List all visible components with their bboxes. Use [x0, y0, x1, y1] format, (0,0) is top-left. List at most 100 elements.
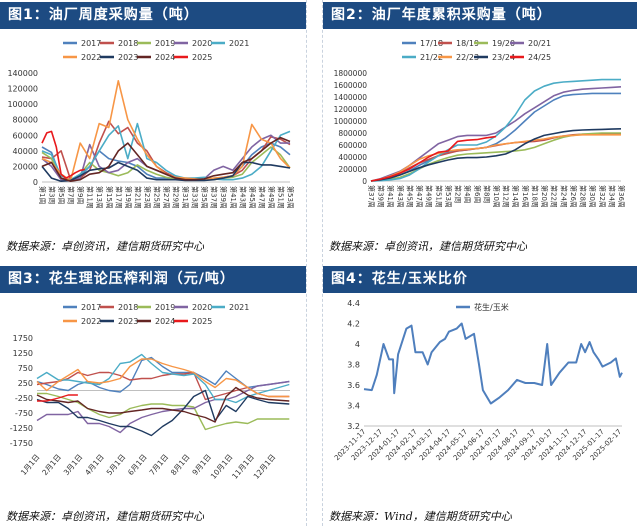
legend-label: 2023 — [118, 53, 138, 62]
x-tick-label: 第45周 — [405, 185, 414, 208]
series-line-19-20 — [370, 132, 621, 182]
x-tick-label: 第27周 — [162, 186, 171, 209]
x-tick-label: 第24周 — [559, 185, 568, 208]
x-tick-label: 第15周 — [105, 186, 114, 209]
x-tick-label: 第39周 — [219, 186, 228, 209]
x-tick-label: 7月1日 — [148, 453, 171, 478]
x-tick-label: 第37周 — [210, 186, 219, 209]
x-tick-label: 第47周 — [257, 186, 266, 209]
x-tick-label: 第35周 — [200, 186, 209, 209]
x-tick-label: 第1周 — [38, 186, 47, 204]
x-tick-label: 第4周 — [463, 185, 472, 203]
x-tick-label: 第19周 — [124, 186, 133, 209]
x-tick-label: 4月1日 — [83, 453, 106, 478]
series-line-2022 — [41, 80, 291, 182]
panel-title: 图3：花生理论压榨利润（元/吨） — [0, 266, 306, 293]
x-tick-label: 第29周 — [172, 186, 181, 209]
y-tick-label: 1750 — [13, 334, 33, 343]
legend-label: 2022 — [81, 317, 101, 326]
legend-label: 2021 — [229, 303, 249, 312]
y-tick-label: 4.2 — [347, 320, 360, 329]
legend-label: 19/20 — [492, 39, 515, 48]
x-tick-label: 第39周 — [377, 185, 386, 208]
source-note: 数据来源：卓创资讯，建信期货研究中心 — [329, 240, 527, 253]
x-tick-label: 第32周 — [598, 185, 607, 208]
y-tick-label: -1250 — [10, 424, 33, 433]
y-tick-label: 600000 — [338, 141, 367, 150]
y-tick-label: 3.4 — [347, 402, 360, 411]
x-tick-label: 第18周 — [530, 185, 539, 208]
legend-label: 2018 — [118, 39, 138, 48]
legend-label: 18/19 — [456, 39, 479, 48]
legend-label: 2021 — [229, 39, 249, 48]
x-tick-label: 第37周 — [367, 185, 376, 208]
y-tick-label: -1750 — [10, 439, 33, 448]
y-tick-label: 20000 — [13, 162, 38, 171]
chart-crush-profit: -1750 -1250 -750 -250 250 750 1250 1750 2017 2018… — [10, 303, 290, 481]
y-tick-label: 3.2 — [347, 422, 360, 431]
source-note: 数据来源：卓创资讯，建信期货研究中心 — [6, 510, 204, 523]
x-tick-label: 第43周 — [396, 185, 405, 208]
series-line-2023 — [41, 161, 291, 182]
y-tick-label: 80000 — [13, 116, 38, 125]
x-tick-label: 第47周 — [415, 185, 424, 208]
x-tick-label: 2月1日 — [40, 453, 63, 478]
x-tick-label: 第14周 — [511, 185, 520, 208]
legend-label: 2023 — [118, 317, 138, 326]
x-tick-label: 第43周 — [238, 186, 247, 209]
x-tick-label: 第25周 — [152, 186, 161, 209]
x-tick-label: 第12周 — [502, 185, 511, 208]
x-tick-label: 12月1日 — [252, 453, 278, 481]
x-tick-label: 第20周 — [540, 185, 549, 208]
x-tick-label: 第5周 — [57, 186, 66, 204]
x-tick-label: 第7周 — [67, 186, 76, 204]
x-tick-label: 第30周 — [588, 185, 597, 208]
legend-label: 2024 — [155, 317, 175, 326]
legend-label: 2022 — [81, 53, 101, 62]
series-line-2025 — [37, 394, 78, 402]
series-line-2022 — [36, 358, 290, 398]
x-tick-label: 第33周 — [191, 186, 200, 209]
y-tick-label: 140000 — [7, 69, 38, 78]
series-line-2018 — [36, 371, 290, 401]
y-tick-label: 0 — [33, 178, 38, 187]
x-tick-label: 第53周 — [286, 186, 295, 209]
x-tick-label: 第11周 — [86, 186, 95, 209]
legend-label: 2020 — [192, 39, 212, 48]
y-tick-label: 3.6 — [347, 381, 360, 390]
legend-label: 2024 — [155, 53, 175, 62]
series-line-2021 — [36, 353, 290, 404]
y-tick-label: 40000 — [13, 147, 38, 156]
x-tick-label: 第36周 — [617, 185, 626, 208]
legend-label: 22/23 — [456, 53, 479, 62]
y-tick-label: 60000 — [13, 131, 38, 140]
legend-label: 24/25 — [528, 53, 551, 62]
x-tick-label: 第13周 — [95, 186, 104, 209]
legend-label: 17/18 — [420, 39, 443, 48]
legend-label: 2020 — [192, 303, 212, 312]
panel-weekly-purchase: 图1：油厂周度采购量（吨） 0 20000 40000 60000 80000 10000… — [0, 0, 307, 262]
series-line-2020 — [36, 380, 290, 434]
x-tick-label: 3月1日 — [62, 453, 85, 478]
x-tick-label: 第53周 — [444, 185, 453, 208]
x-tick-label: 第41周 — [229, 186, 238, 209]
series-line-2025 — [41, 130, 86, 179]
series-line-2023 — [36, 389, 290, 437]
y-tick-label: 1400000 — [334, 93, 368, 102]
y-tick-label: 4.4 — [347, 299, 360, 308]
x-tick-label: 第49周 — [267, 186, 276, 209]
x-tick-label: 第22周 — [550, 185, 559, 208]
y-tick-label: 400000 — [338, 153, 367, 162]
series-line-2019 — [37, 392, 290, 431]
panel-cumulative-purchase: 图2：油厂年度累积采购量（吨） 0 200000 400000 600000 80000… — [322, 0, 637, 262]
legend-label: 2019 — [155, 39, 175, 48]
x-tick-label: 第9周 — [76, 186, 85, 204]
series-line------ — [363, 322, 623, 405]
panel-peanut-corn-ratio: 图4：花生/玉米比价 3.2 3.4 3.6 3.8 4 4.2 4.4 花生/玉米 2023-… — [322, 264, 637, 526]
x-tick-label: 第51周 — [434, 185, 443, 208]
x-tick-label: 第31周 — [181, 186, 190, 209]
y-tick-label: 4 — [355, 340, 360, 349]
y-tick-label: 800000 — [338, 129, 367, 138]
x-tick-label: 5月1日 — [105, 453, 128, 478]
chart-weekly-purchase: 0 20000 40000 60000 80000 100000 120000 140000 2… — [7, 39, 295, 209]
